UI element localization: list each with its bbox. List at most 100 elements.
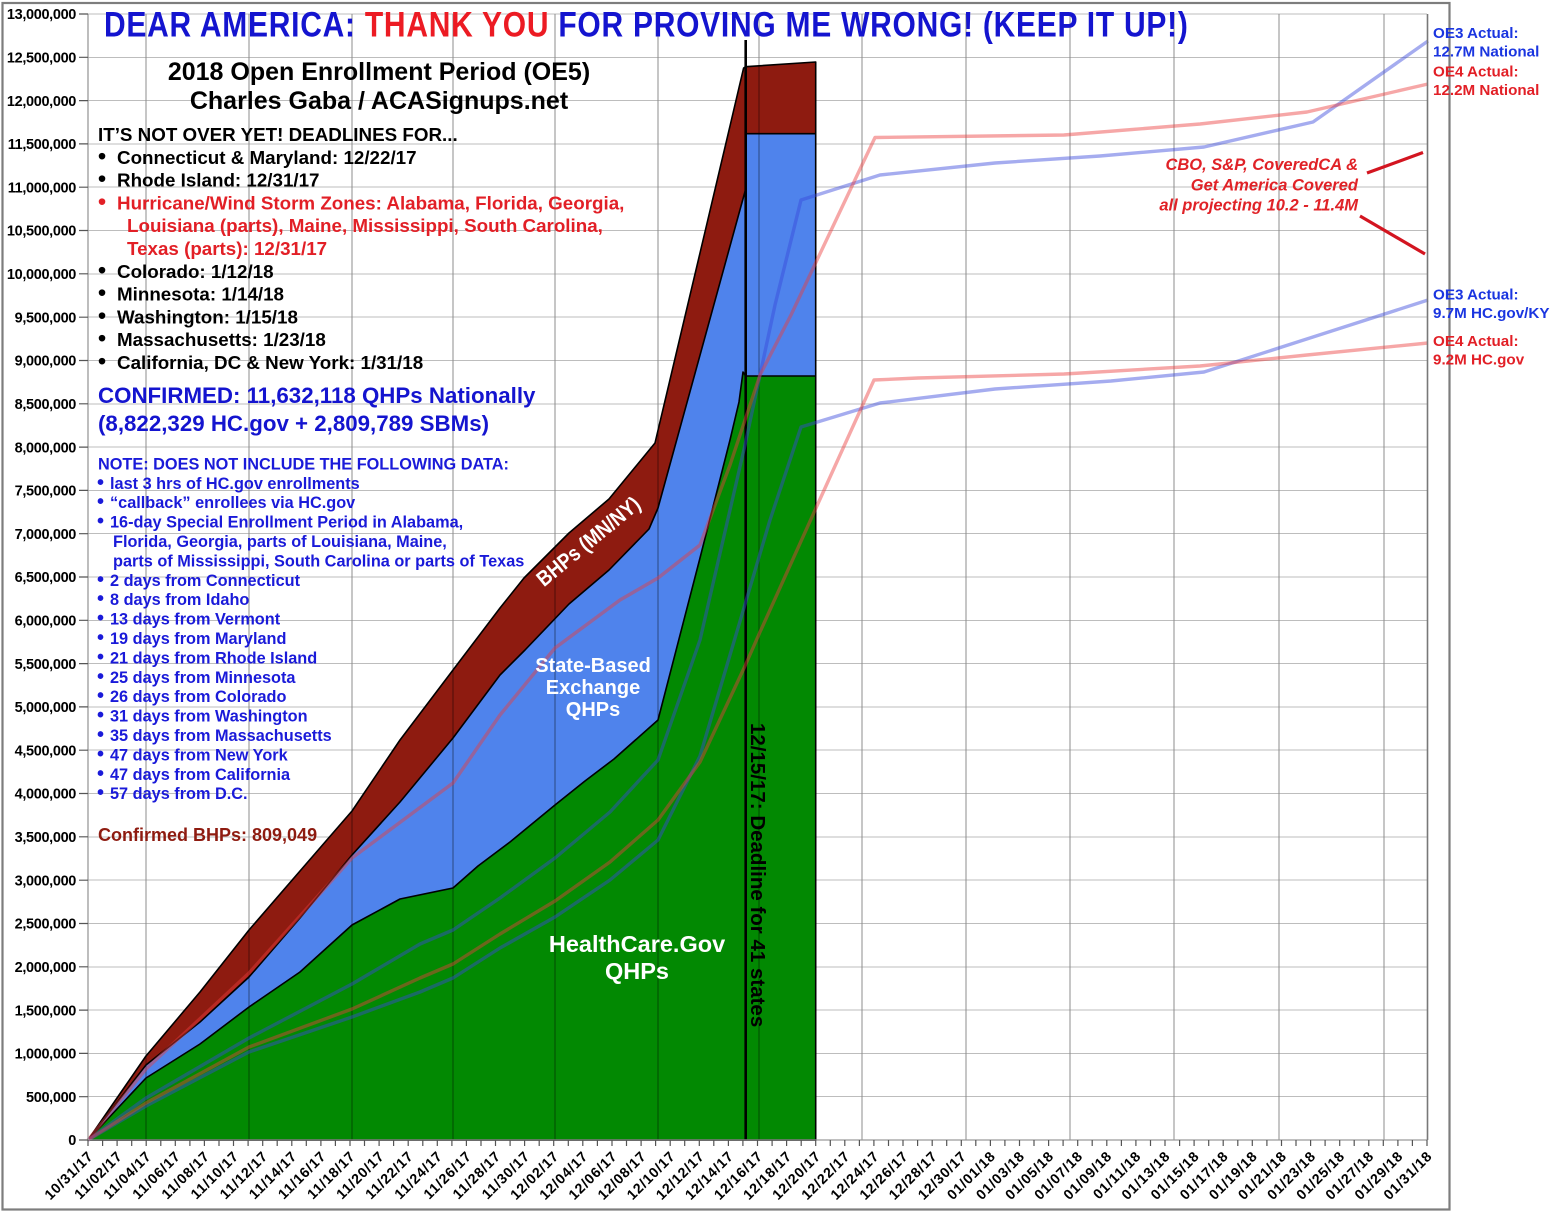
svg-text:12,000,000: 12,000,000 <box>7 94 76 110</box>
svg-text:OE3 Actual:: OE3 Actual: <box>1433 25 1519 42</box>
svg-text:8,500,000: 8,500,000 <box>15 397 77 413</box>
svg-text:10,000,000: 10,000,000 <box>7 267 76 283</box>
svg-text:2018 Open Enrollment Period (O: 2018 Open Enrollment Period (OE5) <box>168 58 590 86</box>
svg-text:8,000,000: 8,000,000 <box>15 440 77 456</box>
svg-text:4,500,000: 4,500,000 <box>15 743 77 759</box>
svg-text:Exchange: Exchange <box>546 677 640 699</box>
svg-text:9,000,000: 9,000,000 <box>15 354 77 370</box>
svg-text:Louisiana (parts), Maine, Miss: Louisiana (parts), Maine, Mississippi, S… <box>127 215 603 236</box>
svg-text:12.2M National: 12.2M National <box>1433 82 1539 99</box>
svg-text:QHPs: QHPs <box>605 958 669 984</box>
svg-text:6,000,000: 6,000,000 <box>15 614 77 630</box>
svg-text:10,500,000: 10,500,000 <box>7 224 76 240</box>
svg-text:(8,822,329 HC.gov + 2,809,789: (8,822,329 HC.gov + 2,809,789 SBMs) <box>98 411 489 436</box>
svg-text:“callback” enrollees via HC.go: “callback” enrollees via HC.gov <box>110 494 355 512</box>
svg-text:parts of Mississippi, South Ca: parts of Mississippi, South Carolina or … <box>113 552 524 570</box>
svg-text:DEAR AMERICA: THANK YOU FOR PR: DEAR AMERICA: THANK YOU FOR PROVING ME W… <box>104 4 1189 44</box>
svg-text:Get America Covered: Get America Covered <box>1191 177 1359 195</box>
svg-text:•: • <box>98 188 106 214</box>
svg-text:Texas (parts): 12/31/17: Texas (parts): 12/31/17 <box>127 238 327 259</box>
svg-text:Rhode Island: 12/31/17: Rhode Island: 12/31/17 <box>117 170 320 191</box>
svg-text:0: 0 <box>68 1133 76 1149</box>
svg-text:11,500,000: 11,500,000 <box>8 137 77 153</box>
svg-text:3,500,000: 3,500,000 <box>15 830 77 846</box>
svg-text:QHPs: QHPs <box>566 699 620 721</box>
svg-text:CBO, S&P, CoveredCA &: CBO, S&P, CoveredCA & <box>1165 156 1358 174</box>
svg-text:6,500,000: 6,500,000 <box>15 570 77 586</box>
svg-text:3,000,000: 3,000,000 <box>15 873 77 889</box>
svg-text:9.7M HC.gov/KY: 9.7M HC.gov/KY <box>1433 305 1549 322</box>
svg-text:47 days from New York: 47 days from New York <box>110 746 289 764</box>
svg-text:Washington: 1/15/18: Washington: 1/15/18 <box>117 306 298 327</box>
svg-text:11,000,000: 11,000,000 <box>8 180 77 196</box>
svg-text:•: • <box>97 491 104 513</box>
svg-text:NOTE: DOES NOT INCLUDE THE FOL: NOTE: DOES NOT INCLUDE THE FOLLOWING DAT… <box>98 455 509 473</box>
svg-text:Minnesota: 1/14/18: Minnesota: 1/14/18 <box>117 284 284 305</box>
svg-text:•: • <box>97 608 104 630</box>
svg-text:•: • <box>97 763 104 785</box>
svg-text:California, DC & New York: 1/3: California, DC & New York: 1/31/18 <box>117 352 423 373</box>
svg-text:5,000,000: 5,000,000 <box>15 700 77 716</box>
svg-text:•: • <box>97 627 104 649</box>
svg-text:OE3 Actual:: OE3 Actual: <box>1433 287 1519 304</box>
svg-text:•: • <box>97 685 104 707</box>
svg-text:OE4 Actual:: OE4 Actual: <box>1433 64 1519 81</box>
svg-text:57 days from D.C.: 57 days from D.C. <box>110 785 248 803</box>
svg-text:IT’S NOT OVER YET! DEADLINES F: IT’S NOT OVER YET! DEADLINES FOR... <box>98 124 458 145</box>
svg-text:•: • <box>97 666 104 688</box>
svg-text:•: • <box>97 743 104 765</box>
svg-text:Connecticut & Maryland: 12/22/: Connecticut & Maryland: 12/22/17 <box>117 147 417 168</box>
svg-text:HealthCare.Gov: HealthCare.Gov <box>549 931 725 957</box>
svg-text:•: • <box>98 257 106 283</box>
svg-text:12/15/17: Deadline for 41 stat: 12/15/17: Deadline for 41 states <box>746 723 769 1027</box>
svg-text:CONFIRMED: 11,632,118 QHPs Nat: CONFIRMED: 11,632,118 QHPs Nationally <box>98 383 536 408</box>
svg-text:•: • <box>98 143 106 169</box>
svg-text:9,500,000: 9,500,000 <box>15 310 77 326</box>
svg-text:•: • <box>98 302 106 328</box>
svg-text:Hurricane/Wind Storm Zones: Al: Hurricane/Wind Storm Zones: Alabama, Flo… <box>117 192 624 213</box>
svg-text:•: • <box>97 588 104 610</box>
svg-text:5,500,000: 5,500,000 <box>15 657 77 673</box>
svg-text:last 3 hrs of HC.gov enrollmen: last 3 hrs of HC.gov enrollments <box>110 475 360 493</box>
svg-text:12,500,000: 12,500,000 <box>7 51 76 67</box>
svg-text:all projecting 10.2 - 11.4M: all projecting 10.2 - 11.4M <box>1159 197 1359 215</box>
svg-text:13 days from Vermont: 13 days from Vermont <box>110 611 281 629</box>
svg-text:•: • <box>98 348 106 374</box>
svg-text:19 days from Maryland: 19 days from Maryland <box>110 630 286 648</box>
svg-text:2,500,000: 2,500,000 <box>15 917 77 933</box>
svg-text:2 days from Connecticut: 2 days from Connecticut <box>110 572 301 590</box>
svg-text:1,000,000: 1,000,000 <box>15 1047 77 1063</box>
svg-text:•: • <box>98 280 106 306</box>
svg-text:•: • <box>98 325 106 351</box>
svg-text:2,000,000: 2,000,000 <box>15 960 77 976</box>
svg-text:Confirmed BHPs: 809,049: Confirmed BHPs: 809,049 <box>98 825 317 845</box>
svg-text:OE4 Actual:: OE4 Actual: <box>1433 333 1519 350</box>
svg-text:•: • <box>97 511 104 533</box>
svg-text:16-day Special Enrollment Peri: 16-day Special Enrollment Period in Alab… <box>110 514 463 532</box>
svg-text:•: • <box>98 166 106 192</box>
svg-text:500,000: 500,000 <box>26 1090 76 1106</box>
svg-text:7,500,000: 7,500,000 <box>15 484 77 500</box>
svg-text:26 days from Colorado: 26 days from Colorado <box>110 688 286 706</box>
svg-text:21 days from Rhode Island: 21 days from Rhode Island <box>110 649 317 667</box>
svg-text:1,500,000: 1,500,000 <box>15 1003 77 1019</box>
svg-text:Florida, Georgia, parts of Lou: Florida, Georgia, parts of Louisiana, Ma… <box>113 533 447 551</box>
svg-text:•: • <box>97 724 104 746</box>
svg-text:Charles Gaba / ACASignups.net: Charles Gaba / ACASignups.net <box>190 87 569 115</box>
svg-text:47 days from California: 47 days from California <box>110 766 291 784</box>
svg-text:•: • <box>97 472 104 494</box>
svg-text:8 days from Idaho: 8 days from Idaho <box>110 591 249 609</box>
svg-text:4,000,000: 4,000,000 <box>15 787 77 803</box>
svg-text:Massachusetts: 1/23/18: Massachusetts: 1/23/18 <box>117 329 326 350</box>
svg-text:•: • <box>97 705 104 727</box>
svg-text:Colorado: 1/12/18: Colorado: 1/12/18 <box>117 261 274 282</box>
svg-text:State-Based: State-Based <box>535 655 651 677</box>
svg-text:9.2M HC.gov: 9.2M HC.gov <box>1433 352 1525 369</box>
svg-text:7,000,000: 7,000,000 <box>15 527 77 543</box>
svg-text:35 days from Massachusetts: 35 days from Massachusetts <box>110 727 332 745</box>
svg-text:•: • <box>97 782 104 804</box>
svg-text:12.7M National: 12.7M National <box>1433 44 1539 61</box>
svg-text:•: • <box>97 646 104 668</box>
svg-text:13,000,000: 13,000,000 <box>7 7 76 23</box>
svg-text:31 days from Washington: 31 days from Washington <box>110 708 308 726</box>
